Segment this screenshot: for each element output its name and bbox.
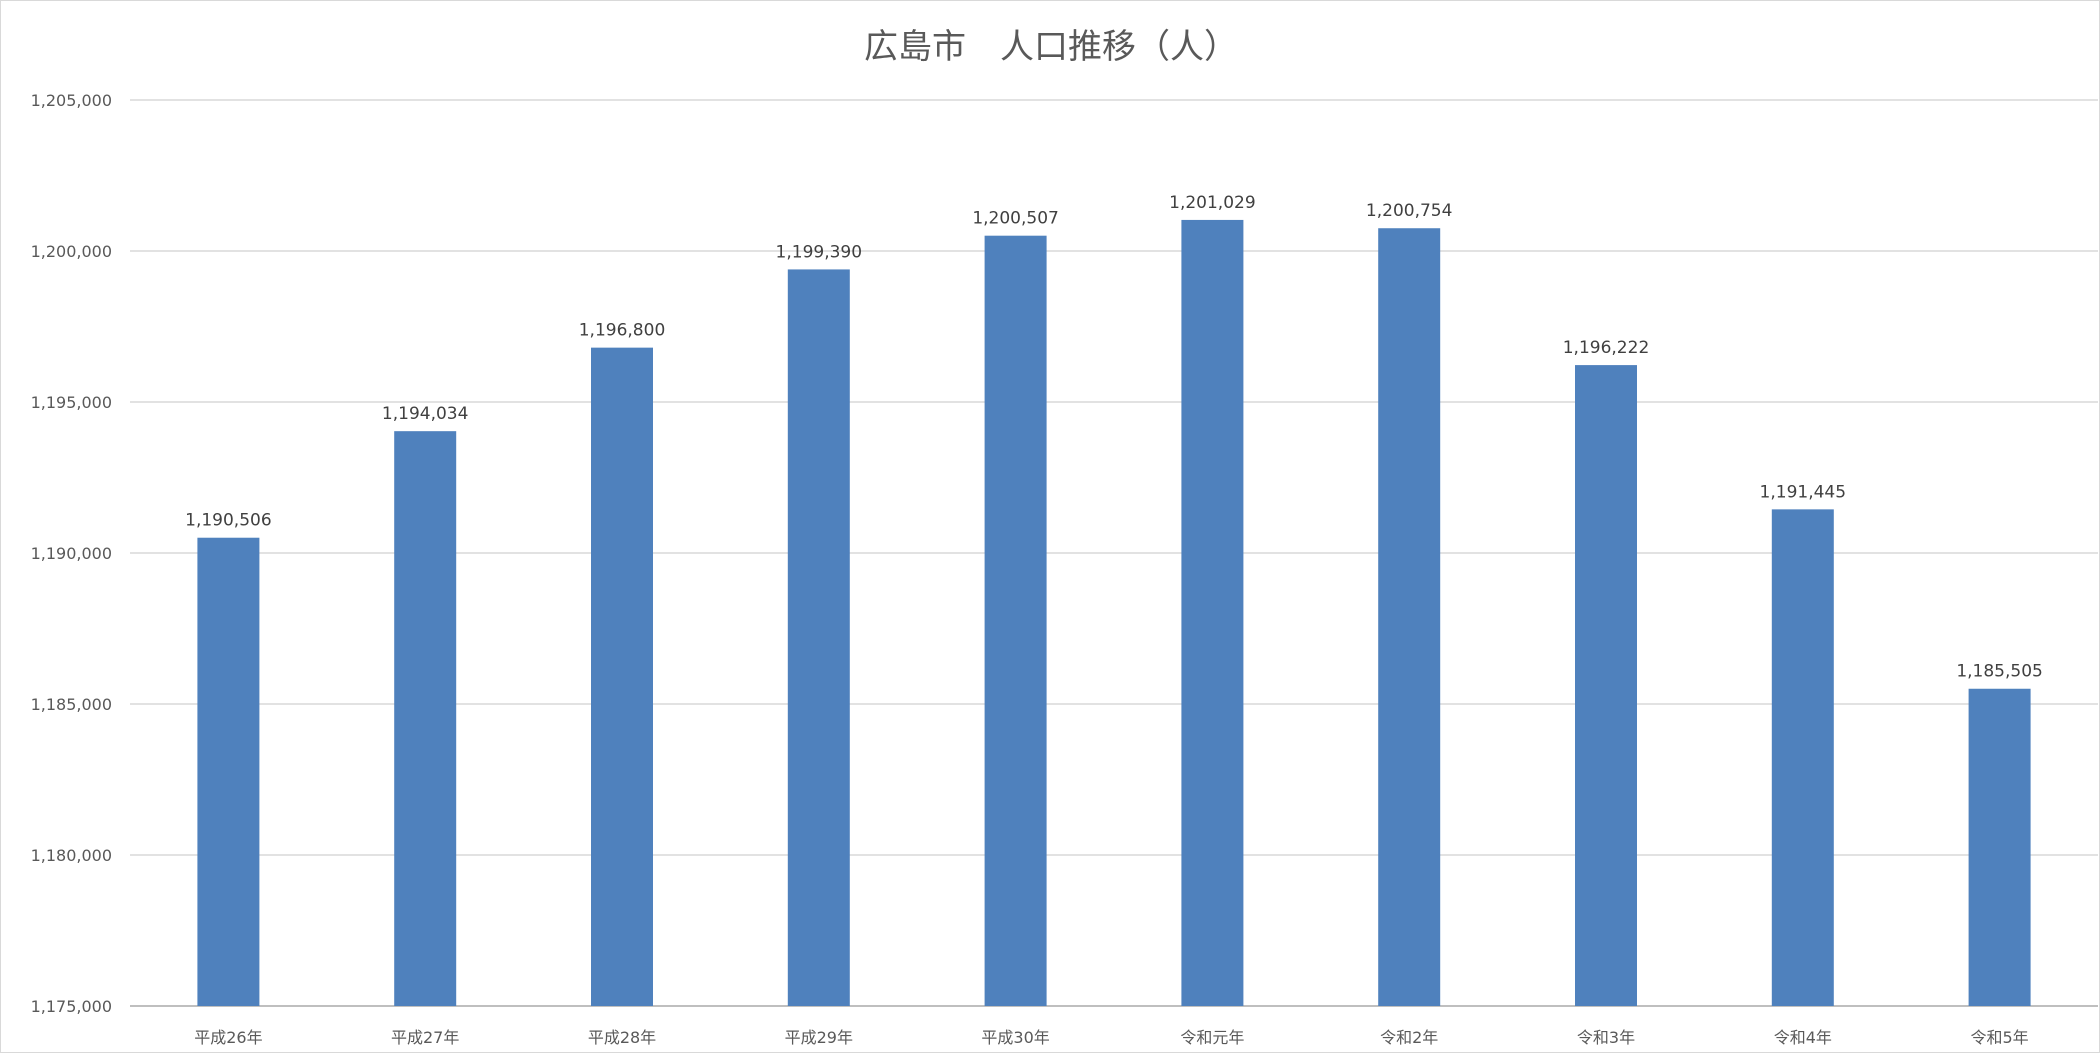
data-label: 1,194,034 (382, 404, 469, 424)
y-tick-label: 1,175,000 (31, 997, 112, 1016)
data-label: 1,200,507 (972, 209, 1059, 229)
data-label: 1,191,445 (1760, 482, 1847, 502)
x-tick-label: 平成29年 (785, 1028, 853, 1047)
y-tick-label: 1,200,000 (31, 242, 112, 261)
bar (197, 537, 260, 1006)
data-label: 1,190,506 (185, 511, 272, 531)
y-tick-label: 1,190,000 (31, 544, 112, 563)
bar (1181, 219, 1244, 1006)
data-label: 1,196,800 (579, 321, 666, 341)
x-tick-label: 令和2年 (1380, 1028, 1438, 1047)
x-tick-label: 令和元年 (1180, 1028, 1244, 1047)
data-label: 1,185,505 (1956, 662, 2043, 682)
data-label: 1,196,222 (1563, 338, 1650, 358)
bar (787, 269, 850, 1006)
x-tick-label: 令和3年 (1577, 1028, 1635, 1047)
bar (394, 431, 457, 1006)
bar (984, 235, 1047, 1006)
data-label: 1,199,390 (776, 242, 863, 262)
x-tick-label: 令和5年 (1971, 1028, 2029, 1047)
bar (1575, 365, 1637, 1007)
x-tick-label: 令和4年 (1774, 1028, 1832, 1047)
x-tick-label: 平成26年 (194, 1028, 262, 1047)
y-tick-label: 1,180,000 (31, 846, 112, 865)
bar (1771, 509, 1834, 1006)
data-label: 1,201,029 (1169, 193, 1256, 213)
data-label: 1,200,754 (1366, 201, 1453, 221)
bar (591, 347, 653, 1006)
y-tick-label: 1,205,000 (31, 91, 112, 110)
x-tick-label: 平成30年 (981, 1028, 1049, 1047)
x-tick-label: 平成28年 (588, 1028, 656, 1047)
bar (1378, 228, 1441, 1007)
bar (1968, 688, 2031, 1006)
chart-title: 広島市 人口推移（人） (864, 27, 1238, 67)
y-tick-label: 1,185,000 (31, 695, 112, 714)
y-tick-label: 1,195,000 (31, 393, 112, 412)
x-tick-label: 平成27年 (391, 1028, 459, 1047)
